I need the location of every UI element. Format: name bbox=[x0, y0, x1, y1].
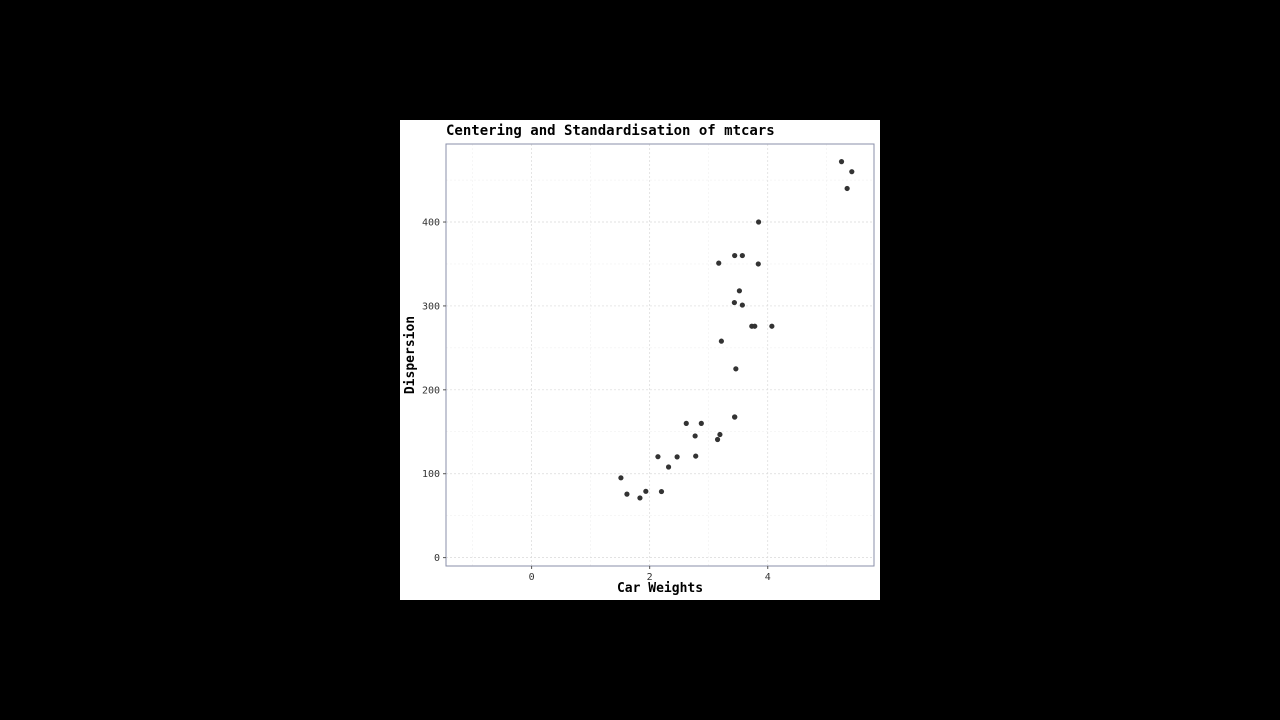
axis-ticks: 0 2 4 0 100 200 300 400 bbox=[422, 218, 771, 583]
y-tick-label: 100 bbox=[422, 469, 440, 480]
y-tick-label: 300 bbox=[422, 301, 440, 312]
x-axis-title: Car Weights bbox=[617, 581, 703, 596]
data-point bbox=[624, 491, 630, 497]
data-point bbox=[838, 159, 845, 165]
data-point bbox=[674, 454, 680, 460]
data-point bbox=[733, 366, 739, 372]
data-point bbox=[665, 464, 672, 470]
data-point bbox=[731, 299, 737, 306]
data-point bbox=[658, 488, 665, 495]
plot-frame bbox=[445, 143, 875, 567]
data-point bbox=[637, 495, 643, 501]
data-point bbox=[655, 454, 661, 460]
y-axis-title: Dispersion bbox=[403, 316, 418, 394]
data-point bbox=[736, 288, 743, 294]
data-point bbox=[755, 219, 762, 225]
y-tick-label: 0 bbox=[434, 553, 440, 564]
grid bbox=[446, 144, 874, 566]
data-point bbox=[844, 185, 850, 192]
data-point bbox=[683, 420, 689, 426]
x-tick-label: 2 bbox=[647, 572, 653, 583]
data-point bbox=[693, 453, 699, 459]
data-point bbox=[769, 323, 775, 329]
data-point bbox=[739, 252, 745, 259]
data-point bbox=[718, 338, 724, 344]
data-point bbox=[752, 323, 758, 329]
data-point bbox=[643, 488, 649, 494]
data-point bbox=[849, 169, 855, 175]
data-point bbox=[739, 302, 745, 308]
data-point bbox=[714, 436, 721, 443]
data-point bbox=[698, 420, 704, 426]
scatter-chart: Centering and Standardisation of mtcars … bbox=[403, 123, 875, 596]
chart-title: Centering and Standardisation of mtcars bbox=[446, 123, 775, 139]
y-tick-label: 400 bbox=[422, 218, 440, 229]
y-tick-label: 200 bbox=[422, 385, 440, 396]
data-point bbox=[618, 475, 624, 481]
x-tick-label: 4 bbox=[765, 572, 771, 583]
data-point bbox=[732, 414, 738, 420]
data-point bbox=[755, 261, 761, 267]
plot-panel: Centering and Standardisation of mtcars … bbox=[400, 120, 880, 600]
data-point bbox=[717, 431, 723, 438]
data-point bbox=[716, 260, 722, 266]
data-point bbox=[692, 433, 698, 439]
data-point bbox=[732, 252, 738, 259]
x-tick-label: 0 bbox=[529, 572, 535, 583]
data-points bbox=[618, 159, 855, 501]
